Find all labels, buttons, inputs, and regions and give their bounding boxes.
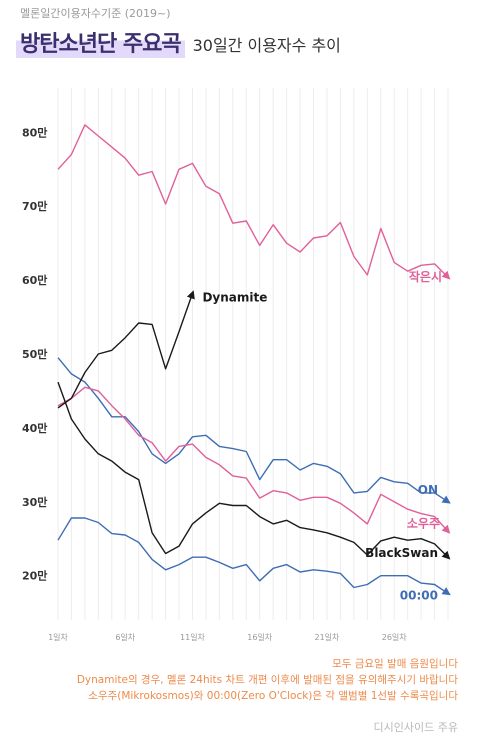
- y-tick-label: 40만: [22, 421, 47, 435]
- x-tick-label: 21일차: [315, 633, 341, 642]
- footnotes: 모두 금요일 발매 음원입니다 Dynamite의 경우, 멜론 24hits …: [77, 656, 458, 704]
- footnote-1: 모두 금요일 발매 음원입니다: [332, 658, 458, 670]
- x-tick-label: 26일차: [382, 633, 408, 642]
- line-chart: 20만 30만 40만 50만 60만 70만 80만 1일차 6일차 11일차 16일차 21일차 2…: [22, 88, 451, 642]
- y-tick-label: 30만: [22, 495, 47, 509]
- y-tick-label: 50만: [22, 347, 47, 361]
- top-note: 멜론일간이용자수기준 (2019~): [20, 7, 171, 20]
- x-tick-label: 16일차: [247, 633, 273, 642]
- y-tick-label: 60만: [22, 273, 47, 287]
- series-label: BlackSwan: [365, 546, 438, 560]
- y-tick-label: 70만: [22, 199, 47, 213]
- series-label: 작은시: [409, 269, 442, 284]
- page-subtitle: 30일간 이용자수 추이: [192, 36, 341, 55]
- series-line-00:00: [57, 517, 451, 596]
- series-label: Dynamite: [202, 290, 267, 304]
- series-line-ON: [57, 357, 451, 504]
- series-line-BlackSwan: [57, 381, 451, 560]
- series-label: 00:00: [400, 588, 438, 602]
- title-row: 방탄소년단 주요곡 30일간 이용자수 추이: [16, 26, 341, 58]
- page-title: 방탄소년단 주요곡: [16, 26, 185, 58]
- series-line-소우주: [57, 386, 451, 534]
- series-line-Dynamite: [57, 290, 195, 409]
- x-tick-label: 1일차: [48, 633, 68, 642]
- x-tick-label: 11일차: [180, 633, 206, 642]
- y-tick-label: 80만: [22, 125, 47, 139]
- series-label: 소우주: [407, 516, 440, 530]
- footnote-3: 소우주(Mikrokosmos)와 00:00(Zero O'Clock)은 각…: [88, 690, 458, 702]
- series-line-작은시: [57, 124, 451, 280]
- series-label: ON: [418, 483, 438, 497]
- x-tick-label: 6일차: [115, 633, 135, 642]
- credit: 디시인사이드 주유: [373, 721, 458, 734]
- y-tick-label: 20만: [22, 569, 47, 583]
- footnote-2: Dynamite의 경우, 멜론 24hits 차트 개편 이후에 발매된 점을…: [76, 674, 458, 686]
